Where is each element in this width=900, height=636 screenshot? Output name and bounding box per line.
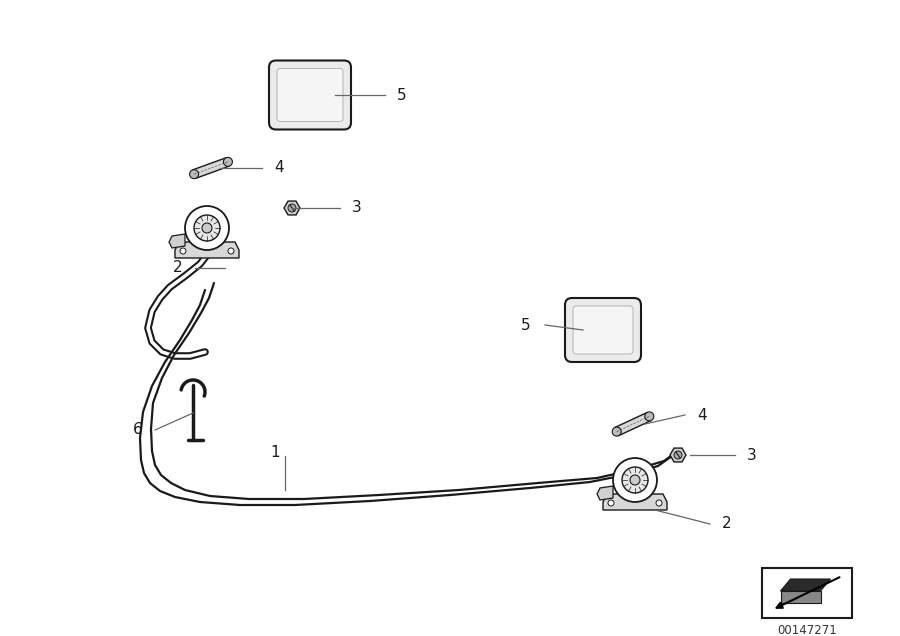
- Polygon shape: [670, 448, 686, 462]
- Bar: [762, 568, 852, 618]
- Polygon shape: [615, 412, 652, 436]
- Text: 2: 2: [174, 261, 183, 275]
- Circle shape: [185, 206, 229, 250]
- Polygon shape: [597, 486, 613, 500]
- Text: 6: 6: [133, 422, 143, 438]
- Circle shape: [656, 500, 662, 506]
- Circle shape: [622, 467, 648, 493]
- Polygon shape: [193, 158, 230, 178]
- Circle shape: [608, 500, 614, 506]
- Circle shape: [613, 458, 657, 502]
- Text: 3: 3: [747, 448, 757, 462]
- Circle shape: [190, 170, 199, 179]
- Text: 3: 3: [352, 200, 362, 216]
- Text: 4: 4: [274, 160, 284, 176]
- Polygon shape: [175, 242, 239, 258]
- Polygon shape: [780, 591, 821, 603]
- Polygon shape: [780, 579, 831, 591]
- FancyBboxPatch shape: [573, 306, 633, 354]
- Text: 4: 4: [697, 408, 706, 422]
- Circle shape: [223, 157, 232, 167]
- Text: 1: 1: [270, 445, 280, 460]
- Circle shape: [202, 223, 212, 233]
- Text: 00147271: 00147271: [777, 625, 837, 636]
- Circle shape: [180, 248, 186, 254]
- Text: 2: 2: [722, 516, 732, 532]
- Text: 5: 5: [520, 317, 530, 333]
- Circle shape: [630, 475, 640, 485]
- FancyBboxPatch shape: [565, 298, 641, 362]
- Circle shape: [194, 215, 220, 241]
- Circle shape: [228, 248, 234, 254]
- Text: 5: 5: [397, 88, 407, 102]
- Polygon shape: [284, 201, 300, 215]
- Circle shape: [644, 412, 653, 421]
- Circle shape: [674, 451, 682, 459]
- Polygon shape: [603, 494, 667, 510]
- Polygon shape: [169, 234, 185, 248]
- FancyBboxPatch shape: [277, 69, 343, 121]
- Circle shape: [288, 204, 296, 212]
- Circle shape: [612, 427, 621, 436]
- FancyBboxPatch shape: [269, 60, 351, 130]
